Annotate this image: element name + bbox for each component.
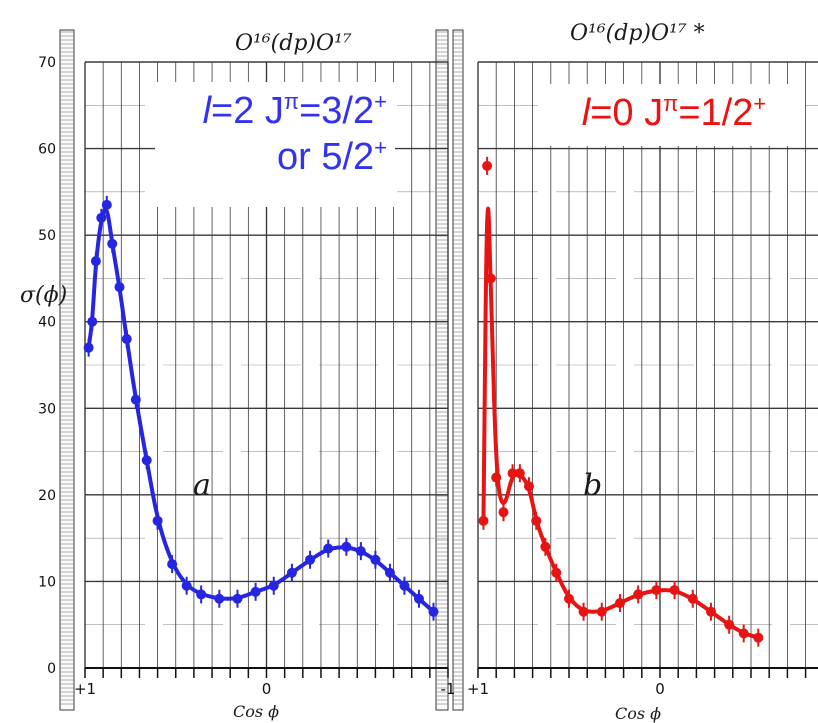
panel-a-data-point (384, 567, 395, 578)
panel-a-data-point (428, 606, 439, 617)
panel-a-data-point (323, 543, 334, 554)
panel-a-data-point (196, 589, 207, 600)
panel-b-data-point (753, 632, 764, 643)
panel-a-data-point (114, 282, 125, 293)
panel-a-annotation: l=2 Jπ=3/2+ or 5/2+ (155, 82, 395, 207)
panel-a-data-point (268, 580, 279, 591)
annotation-value: =1/2 (678, 92, 754, 134)
panel-a-curve (86, 207, 436, 614)
panel-a-x-axis-label: Cos ϕ (233, 702, 279, 721)
panel-a-data-point (413, 593, 424, 604)
panel-a-data-point (370, 554, 381, 565)
panel-a-annotation-line1: l=2 Jπ=3/2+ (155, 88, 387, 134)
panel-a-annotation-line2: or 5/2+ (155, 134, 387, 180)
panel-b-data-point (633, 589, 644, 600)
panel-a-data-point (87, 316, 98, 327)
y-axis-label: σ(ϕ) (20, 283, 67, 308)
hatched-strip (452, 29, 464, 711)
panel-b-data-point (482, 160, 493, 171)
panel-b-grid (477, 61, 818, 678)
y-tick-label: 70 (38, 55, 56, 71)
panel-a-data-point (121, 334, 132, 345)
panel-b-data-point (523, 481, 534, 492)
panel-b-data-point (498, 507, 509, 518)
panel-b-points (478, 156, 764, 647)
panel-a-data-point (355, 546, 366, 557)
parity-symbol: π (283, 89, 300, 114)
ell-symbol: l (202, 90, 212, 132)
annotation-value: =3/2 (299, 90, 375, 132)
panel-a-points (83, 195, 439, 621)
panel-a-data-point (141, 455, 152, 466)
panel-a-data-point (83, 342, 94, 353)
chart-frame (59, 29, 464, 711)
panel-b-data-point (578, 606, 589, 617)
panel-b-data-point (531, 515, 542, 526)
parity-symbol: π (663, 91, 679, 116)
panel-b-data-point (651, 585, 662, 596)
panel-b-letter: b (583, 468, 602, 503)
ell-symbol: l (581, 92, 591, 134)
panel-a-data-point (130, 394, 141, 405)
panel-b-data-point (485, 273, 496, 284)
y-tick-label: 20 (38, 488, 56, 504)
panel-a-data-point (232, 593, 243, 604)
panel-a-data-point (96, 212, 107, 223)
panel-a-data-point (341, 541, 352, 552)
panel-a-data-point (107, 238, 118, 249)
y-tick-label: 0 (47, 661, 56, 677)
panel-b-curve (481, 206, 761, 640)
y-tick-label: 50 (38, 228, 56, 244)
panel-b-data-point (687, 593, 698, 604)
panel-b-x-tick-label: 0 (655, 680, 665, 698)
panel-a-data-point (181, 580, 192, 591)
panel-b-data-point (551, 567, 562, 578)
parity-sign: + (374, 135, 387, 160)
panel-a-x-tick-label: 0 (262, 680, 272, 698)
panel-a-data-point (305, 554, 316, 565)
panel-b-data-point (564, 593, 574, 604)
panel-a-data-point (167, 559, 178, 570)
panel-a-letter: a (193, 468, 211, 503)
annotation-text: =0 J (590, 92, 664, 134)
panel-b-data-point (596, 606, 607, 617)
panel-a-title: O¹⁶(dp)O¹⁷ (235, 31, 352, 56)
panel-b-data-point (507, 468, 518, 479)
panel-a-x-tick-label: -1 (441, 680, 456, 698)
panel-b-data-point (540, 541, 551, 552)
panel-b-x-axis-label: Cos ϕ (615, 704, 661, 723)
annotation-text: =2 J (211, 90, 284, 132)
panel-b-data-point (669, 585, 680, 596)
panel-a-x-tick-label: +1 (74, 680, 96, 698)
panel-a-data-point (152, 515, 163, 526)
panel-b-x-tick-label: +1 (467, 680, 489, 698)
panel-a-data-point (101, 199, 112, 210)
panel-a-fit-curve (86, 207, 436, 614)
panel-a-data-point (90, 256, 101, 267)
panel-b-annotation: l=0 Jπ=1/2+ (543, 84, 805, 146)
panel-b-data-point (705, 606, 716, 617)
parity-sign: + (753, 91, 767, 116)
panel-a-data-point (214, 593, 225, 604)
panel-b-title: O¹⁶(dp)O¹⁷ * (570, 21, 705, 46)
panel-b-data-point (724, 619, 735, 630)
panel-b-data-point (514, 468, 525, 479)
panel-b-data-point (614, 598, 625, 609)
axis-labels: 0 10 20 30 40 50 60 70 +1 0 -1 +1 0 (38, 55, 665, 698)
y-tick-label: 30 (38, 401, 56, 417)
parity-sign: + (374, 89, 387, 114)
y-tick-label: 10 (38, 574, 56, 590)
panel-b-data-point (491, 472, 502, 483)
panel-b-fit-curve (481, 206, 761, 640)
panel-a-data-point (250, 586, 261, 597)
y-tick-label: 40 (38, 315, 56, 331)
panel-b-data-point (738, 628, 749, 639)
panel-a-data-point (399, 580, 410, 591)
panel-b-data-point (478, 515, 489, 526)
annotation-text: or 5/2 (276, 136, 375, 178)
y-tick-label: 60 (38, 142, 56, 158)
panel-a-data-point (286, 567, 297, 578)
